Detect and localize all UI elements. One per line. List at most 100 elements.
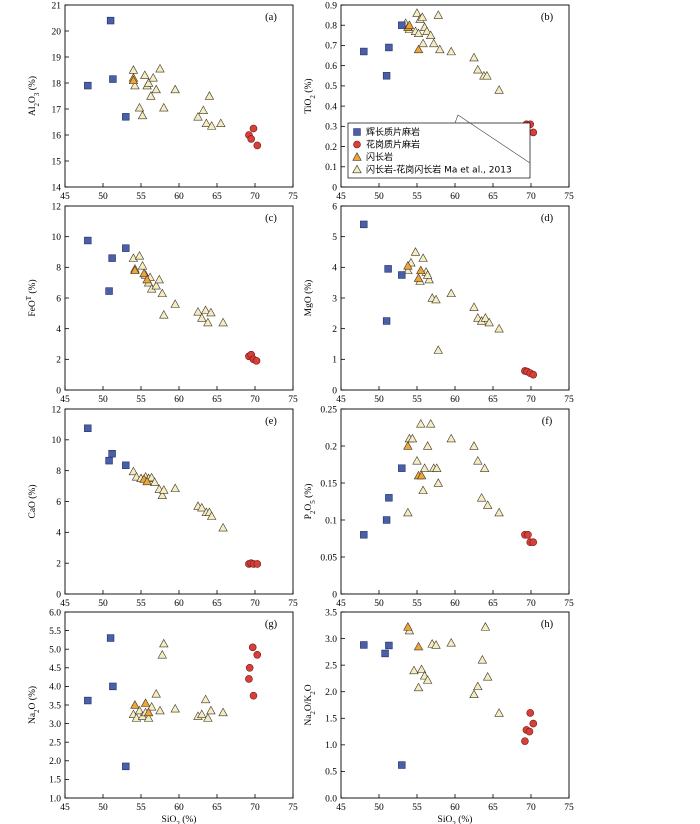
y-tick-label: 1.0 (49, 794, 61, 804)
y-tick-label: 0.9 (325, 1, 337, 11)
data-point-mafic (105, 287, 113, 295)
y-tick-label: 17 (52, 105, 62, 115)
data-point-granite (529, 538, 538, 547)
label-part: (%) (27, 279, 38, 296)
x-tick-label: 55 (136, 803, 146, 813)
x-tick-label: 65 (212, 803, 222, 813)
y-tick-label: 5 (332, 233, 337, 243)
x-tick-label: 50 (98, 599, 108, 609)
label-part: FeO (28, 300, 38, 317)
label-part: (%) (303, 484, 314, 501)
label-part: T (25, 295, 33, 300)
legend-label: 闪长岩-花岗闪长岩 Ma et al., 2013 (366, 164, 512, 176)
data-point-ref (424, 274, 434, 284)
data-point-granite (253, 650, 262, 659)
data-point-mafic (122, 461, 130, 469)
data-point-granite (525, 727, 534, 736)
x-tick-label: 65 (488, 395, 498, 405)
label-part: 2 (33, 709, 41, 713)
data-point-ref (146, 91, 156, 100)
data-point-ref (197, 502, 207, 512)
x-tick-label: 50 (98, 192, 108, 202)
data-point-ref (425, 30, 436, 39)
panel-label: (e) (265, 416, 277, 427)
y-tick-label: 2.0 (325, 688, 337, 698)
data-point-ref (155, 63, 165, 73)
x-tick-label: 60 (450, 599, 460, 609)
data-point-ref (482, 70, 492, 80)
data-point-ref (143, 713, 154, 722)
data-point-ref (473, 681, 483, 691)
label-part: 3 (33, 92, 41, 96)
data-point-ref (206, 705, 216, 715)
data-point-ref (416, 418, 426, 428)
x-tick-label: 55 (136, 599, 146, 609)
plot-frame (340, 205, 570, 391)
data-point-ref (170, 703, 180, 713)
data-point-ref (151, 689, 161, 698)
data-point-ref (193, 111, 203, 121)
data-point-ref (151, 84, 161, 94)
data-point-diorite (130, 700, 140, 709)
x-tick-label: 50 (374, 599, 384, 609)
y-tick-label: 2.0 (49, 757, 61, 767)
y-tick-label: 0.5 (325, 82, 337, 92)
y-tick-label: 5.5 (49, 627, 61, 637)
data-point-granite (529, 128, 538, 137)
data-point-ref (476, 492, 487, 502)
y-tick-label: 4 (332, 264, 337, 274)
panel-label: (c) (265, 213, 277, 224)
chart-panel: 45 50 55 60 65 70 75 0.0 0.5 1.0 1.5 2.0 2.5 3.0 3.5 Na… (304, 608, 574, 824)
legend-marker-mafic (353, 128, 361, 136)
data-point-diorite (143, 707, 154, 717)
data-point-ref (200, 694, 211, 704)
y-axis-label: P2O5 (%) (303, 484, 317, 520)
x-tick-label: 60 (174, 192, 184, 202)
data-point-ref (433, 10, 443, 19)
data-point-ref (446, 46, 456, 56)
label-part: O/K (304, 695, 314, 712)
x-tick-label: 45 (60, 803, 70, 813)
data-point-diorite (142, 274, 152, 284)
data-point-ref (203, 713, 213, 722)
chart-panel: 45 50 55 60 65 70 75 0 2 4 6 8 10 12 CaO (%) (e) (27, 405, 298, 609)
data-point-ref (149, 477, 160, 486)
data-point-ref (159, 485, 169, 494)
x-tick-label: 55 (412, 599, 422, 609)
data-point-granite (253, 560, 262, 568)
data-point-ref (418, 253, 428, 262)
y-tick-label: 6 (56, 498, 61, 508)
data-point-mafic (109, 75, 117, 83)
panel-label: (b) (541, 12, 554, 23)
y-tick-label: 0 (56, 386, 61, 396)
data-point-ref (482, 500, 493, 509)
data-point-ref (425, 418, 436, 428)
data-point-mafic (84, 236, 92, 245)
data-point-mafic (382, 317, 391, 325)
label-part: (%) (27, 76, 38, 93)
y-axis-label: Na2O (%) (27, 686, 41, 724)
x-axis-label: SiO2 (%) (438, 814, 473, 824)
data-point-ref (198, 105, 209, 114)
data-point-mafic (360, 47, 368, 56)
x-tick-label: 75 (288, 803, 298, 813)
label-part: O (28, 96, 38, 103)
y-tick-label: 4.5 (49, 664, 61, 674)
data-point-granite (526, 709, 535, 717)
data-point-ref (157, 288, 167, 298)
data-point-ref (128, 253, 139, 262)
data-point-mafic (360, 641, 368, 649)
data-point-ref (137, 260, 148, 270)
label-part: O (%) (27, 686, 38, 709)
data-point-ref (201, 118, 212, 127)
y-tick-label: 4 (56, 325, 61, 335)
data-point-mafic (398, 464, 406, 472)
data-point-ref (128, 65, 139, 74)
data-point-mafic (398, 21, 406, 29)
label-part: (%) (180, 814, 197, 824)
y-tick-label: 3 (332, 294, 337, 304)
y-tick-label: 6.0 (49, 608, 61, 618)
data-point-ref (473, 64, 483, 74)
label-part: O (304, 504, 314, 511)
